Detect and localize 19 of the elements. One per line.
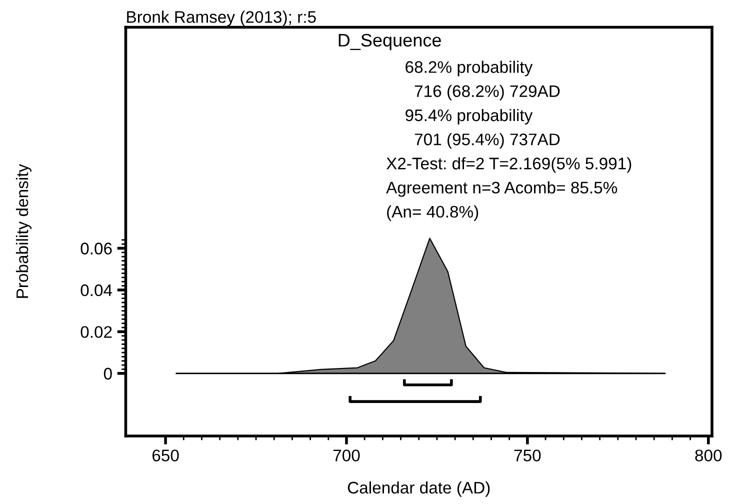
text: Bronk Ramsey (2013); r:5 [127,10,316,26]
y-axis-title: Probability density [16,164,32,298]
annotation: (An= 40.8%) [387,205,478,221]
chart-title: D_Sequence [338,34,441,50]
x-tick-label: 650 [152,450,179,462]
y-tick-label: 0 [104,368,112,380]
x-tick-label: 800 [695,450,722,462]
y-tick-label: 0.04 [80,284,112,296]
x-tick-label: 750 [514,450,541,462]
annotation: Agreement n=3 Acomb= 85.5% [386,181,618,197]
annotation: 68.2% probability [406,60,533,76]
y-tick-label: 0.02 [80,326,112,338]
annotation: 95.4% probability [406,108,533,124]
annotation: 716 (68.2%) 729AD [414,84,560,100]
annotation: 701 (95.4%) 737AD [414,133,560,149]
x-tick-label: 700 [333,450,360,462]
x-axis-title: Calendar date (AD) [348,481,490,497]
annotation: X2-Test: df=2 T=2.169(5% 5.991) [386,157,632,173]
y-tick-label: 0.06 [80,242,112,254]
